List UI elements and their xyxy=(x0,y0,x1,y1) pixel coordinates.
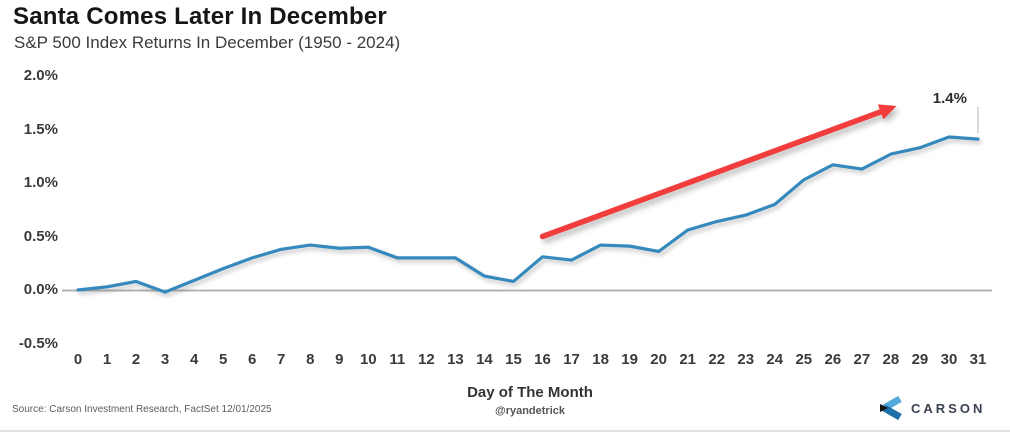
x-tick-label: 25 xyxy=(795,351,813,368)
carson-logo-text: CARSON xyxy=(911,400,986,416)
x-tick-label: 5 xyxy=(218,351,228,368)
x-tick-label: 21 xyxy=(679,351,697,368)
x-tick-label: 23 xyxy=(737,351,755,368)
x-tick-label: 12 xyxy=(418,351,435,368)
x-tick-label: 3 xyxy=(160,351,170,368)
x-tick-label: 0 xyxy=(73,351,83,368)
x-tick-label: 11 xyxy=(389,351,406,368)
x-tick-label: 27 xyxy=(853,351,871,368)
x-tick-label: 31 xyxy=(969,351,987,368)
x-axis-title: Day of The Month xyxy=(467,384,593,401)
bottom-divider xyxy=(0,430,1010,432)
end-value-annotation: 1.4% xyxy=(932,90,967,107)
x-tick-label: 18 xyxy=(592,351,609,368)
x-tick-label: 17 xyxy=(563,351,580,368)
chart-title: Santa Comes Later In December xyxy=(13,3,387,30)
x-tick-label: 15 xyxy=(505,351,522,368)
x-tick-label: 30 xyxy=(940,351,958,368)
x-tick-label: 24 xyxy=(766,351,784,368)
carson-logo: CARSON xyxy=(878,396,985,420)
x-tick-label: 19 xyxy=(621,351,638,368)
x-tick-label: 1 xyxy=(102,351,112,368)
y-tick-label: 0.5% xyxy=(23,227,58,245)
x-tick-label: 29 xyxy=(911,351,929,368)
x-tick-label: 22 xyxy=(708,351,726,368)
x-tick-label: 26 xyxy=(824,351,842,368)
x-tick-label: 13 xyxy=(447,351,464,368)
x-tick-label: 2 xyxy=(131,351,141,368)
x-tick-label: 6 xyxy=(248,351,257,368)
y-tick-label: 1.5% xyxy=(23,120,58,138)
x-tick-label: 20 xyxy=(650,351,667,368)
x-tick-label: 8 xyxy=(306,351,315,368)
x-tick-label: 10 xyxy=(359,351,377,368)
y-tick-label: 2.0% xyxy=(23,67,58,84)
y-tick-label: 0.0% xyxy=(23,281,58,298)
x-tick-label: 4 xyxy=(189,351,199,368)
source-attribution: Source: Carson Investment Research, Fact… xyxy=(12,404,272,415)
y-tick-label: 1.0% xyxy=(23,174,58,191)
x-tick-label: 28 xyxy=(882,351,900,368)
x-tick-label: 7 xyxy=(277,351,286,368)
x-tick-label: 16 xyxy=(534,351,551,368)
returns-line-series xyxy=(76,135,980,294)
author-handle: @ryandetrick xyxy=(494,405,566,417)
chart-subtitle: S&P 500 Index Returns In December (1950 … xyxy=(14,33,401,52)
upward-trend-arrow xyxy=(539,104,897,240)
x-tick-label: 9 xyxy=(335,351,344,368)
x-tick-label: 14 xyxy=(476,351,493,368)
carson-chevron-icon xyxy=(880,396,902,420)
y-tick-label: -0.5% xyxy=(18,334,58,352)
